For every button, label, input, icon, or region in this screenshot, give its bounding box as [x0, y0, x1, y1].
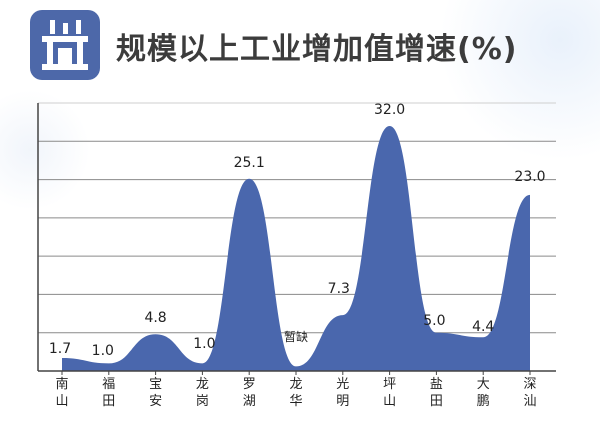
x-tick-label: 明: [336, 394, 349, 409]
x-tick-label: 南: [55, 376, 68, 392]
chart-header: 规模以上工业增加值增速(%): [30, 10, 590, 80]
data-label: 暂缺: [284, 329, 308, 344]
factory-icon-glyph: [42, 20, 88, 70]
x-tick-label: 田: [430, 394, 443, 409]
data-label: 1.0: [193, 336, 215, 352]
x-tick-label: 大: [477, 377, 490, 392]
x-tick-label: 光: [336, 377, 349, 392]
x-tick-label: 宝: [149, 377, 162, 392]
x-tick-label: 安: [149, 394, 162, 409]
data-label: 25.1: [234, 155, 265, 171]
x-tick-label: 山: [55, 394, 68, 409]
x-tick-label: 汕: [523, 394, 536, 409]
factory-icon: [30, 10, 100, 80]
data-label: 4.8: [144, 310, 166, 326]
data-label: 4.4: [472, 319, 494, 335]
x-tick-label: 龙: [289, 377, 302, 392]
x-tick-label: 山: [383, 394, 396, 409]
x-tick-label: 坪: [383, 377, 396, 392]
x-tick-label: 湖: [243, 394, 256, 409]
data-label: 1.7: [49, 341, 71, 357]
x-tick-label: 鹏: [477, 394, 490, 409]
data-label: 23.0: [514, 169, 545, 185]
chart-title: 规模以上工业增加值增速(%): [116, 32, 518, 67]
data-label: 7.3: [328, 281, 350, 297]
x-tick-label: 罗: [243, 377, 256, 392]
x-tick-label: 龙: [196, 377, 209, 392]
x-tick-label: 岗: [196, 394, 209, 409]
x-tick-label: 华: [289, 394, 302, 409]
x-tick-label: 深: [523, 377, 536, 392]
data-label: 5.0: [423, 313, 445, 329]
x-tick-label: 田: [102, 394, 115, 409]
area-series: [62, 125, 530, 371]
x-tick-label: 盐: [430, 377, 443, 392]
data-label: 32.0: [374, 102, 405, 118]
x-tick-label: 福: [102, 377, 115, 392]
data-label: 1.0: [92, 343, 114, 359]
